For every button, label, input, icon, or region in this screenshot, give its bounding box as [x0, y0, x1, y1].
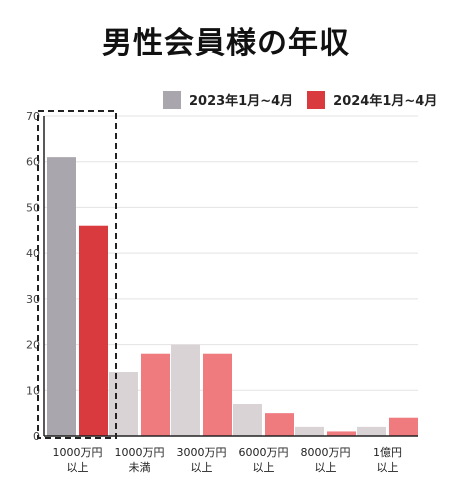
y-tick-label: 40 — [26, 247, 40, 260]
tick-labels: 0102030405060701000万円以上1000万円未満3000万円以上6… — [26, 110, 402, 474]
bar-2023-group-2 — [171, 344, 200, 436]
chart-title: 男性会員様の年収 — [102, 26, 350, 61]
bar-2024-group-1 — [141, 353, 170, 436]
bar-2023-group-5 — [357, 426, 386, 436]
x-tick-label: 8000万円 — [301, 446, 351, 459]
bar-2023-group-0 — [47, 157, 76, 436]
x-tick-label: 6000万円 — [239, 446, 289, 459]
bar-2023-group-4 — [295, 426, 324, 436]
x-tick-label: 以上 — [191, 461, 213, 474]
highlight-dashed-box — [37, 110, 117, 439]
x-tick-label: 以上 — [315, 461, 337, 474]
bar-2024-group-4 — [327, 431, 356, 436]
legend-swatch-2023 — [163, 90, 181, 109]
y-tick-label: 10 — [26, 384, 40, 397]
legend-item-2024: 2024年1月~4月 — [307, 90, 437, 109]
x-tick-label: 以上 — [67, 461, 89, 474]
highlight-box — [37, 110, 117, 439]
legend-label-2024: 2024年1月~4月 — [333, 94, 438, 109]
legend-swatch-2024 — [307, 90, 326, 109]
y-tick-label: 60 — [26, 156, 40, 169]
x-tick-label: 1000万円 — [115, 446, 165, 459]
x-tick-label: 以上 — [253, 461, 275, 474]
y-tick-label: 30 — [26, 293, 40, 306]
y-tick-label: 0 — [33, 430, 40, 443]
bar-2023-group-3 — [233, 404, 262, 436]
bar-2024-group-2 — [203, 353, 232, 436]
legend-label-2023: 2023年1月~4月 — [189, 94, 294, 109]
x-tick-label: 3000万円 — [177, 446, 227, 459]
x-tick-label: 1000万円 — [53, 446, 103, 459]
y-tick-label: 50 — [26, 201, 40, 214]
legend-item-2023: 2023年1月~4月 — [163, 90, 293, 109]
bar-2024-group-5 — [389, 417, 418, 436]
bar-2023-group-1 — [109, 372, 138, 436]
bar-2024-group-0 — [79, 225, 108, 436]
bar-2024-group-3 — [265, 413, 294, 436]
x-tick-label: 1億円 — [373, 446, 402, 459]
x-tick-label: 以上 — [377, 461, 399, 474]
y-tick-label: 70 — [26, 110, 40, 123]
y-tick-label: 20 — [26, 339, 40, 352]
legend: 2023年1月~4月 2024年1月~4月 — [163, 90, 451, 109]
x-tick-label: 未満 — [129, 461, 151, 474]
bars — [47, 157, 418, 436]
axes — [43, 116, 418, 437]
